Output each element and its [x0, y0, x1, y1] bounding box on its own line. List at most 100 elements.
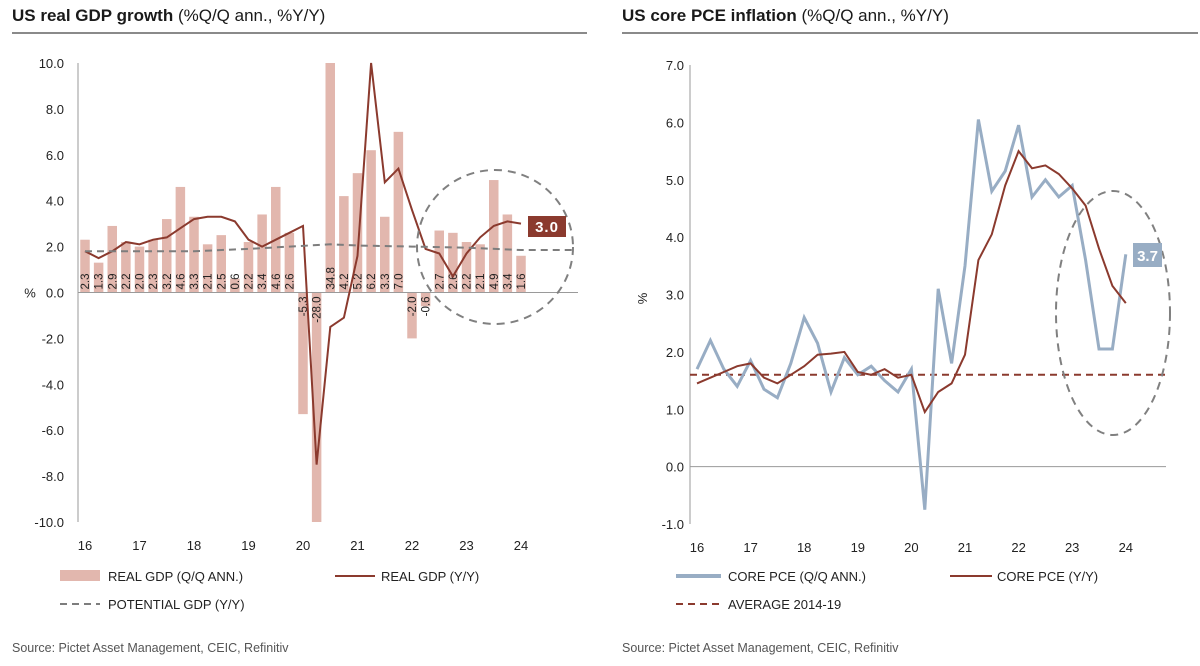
- gdp-qq-bar: [434, 230, 444, 293]
- gdp-qq-bar: [284, 232, 295, 293]
- left-y-tick-label: 0.0: [46, 286, 64, 301]
- gdp-qq-bar: [80, 239, 90, 293]
- gdp-qq-bar: [325, 63, 335, 293]
- gdp-bar-data-label: 4.9: [489, 274, 501, 290]
- gdp-qq-bar: [175, 186, 186, 293]
- left-x-tick-label: 23: [459, 538, 473, 553]
- right-y-tick-label: 2.0: [666, 345, 684, 360]
- left-title-units: (%Q/Q ann., %Y/Y): [173, 6, 326, 25]
- gdp-bar-data-label: 2.9: [107, 274, 119, 290]
- gdp-bar-data-label: 2.3: [148, 274, 160, 290]
- gdp-yy-line: [84, 62, 522, 465]
- left-y-tick-label: 6.0: [46, 148, 64, 163]
- left-x-tick-label: 17: [132, 538, 146, 553]
- gdp-bar-data-label: 2.0: [135, 274, 147, 290]
- left-x-tick-label: 19: [241, 538, 255, 553]
- right-y-tick-label: 5.0: [666, 173, 684, 188]
- gdp-qq-bar: [216, 235, 226, 293]
- gdp-bar-data-label: 3.4: [502, 273, 514, 290]
- right-y-axis-label: %: [635, 292, 650, 304]
- gdp-qq-bar: [366, 150, 376, 293]
- right-x-tick-label: 24: [1119, 540, 1133, 555]
- gdp-bar-data-label: 1.6: [516, 274, 528, 290]
- gdp-bar-data-label: 2.5: [216, 274, 228, 290]
- gdp-qq-bar: [162, 219, 172, 293]
- right-title-main: US core PCE inflation: [622, 6, 797, 25]
- right-title-rule: [622, 32, 1198, 34]
- gdp-qq-bar: [461, 242, 472, 293]
- right-chart-title: US core PCE inflation (%Q/Q ann., %Y/Y): [622, 6, 949, 26]
- core-pce-chart: 7.0 6.0 5.0 4.0 3.0 2.0 1.0 0.0 -1.0% 16 17 18 19 20 2…: [635, 58, 1171, 612]
- gdp-qq-bar: [243, 242, 254, 293]
- legend-swatch-gdp-qq: [60, 570, 100, 581]
- gdp-qq-bar: [420, 292, 431, 307]
- gdp-qq-bar: [202, 244, 213, 293]
- gdp-callout-box: [528, 216, 566, 237]
- right-source-note: Source: Pictet Asset Management, CEIC, R…: [622, 641, 899, 655]
- gdp-qq-bar: [257, 214, 267, 293]
- left-y-tick-label: -10.0: [34, 515, 64, 530]
- legend-label-potential-gdp: POTENTIAL GDP (Y/Y): [108, 597, 245, 612]
- gdp-bar-data-label: 34.8: [325, 267, 337, 289]
- core-pce-yy-line: [696, 149, 1127, 415]
- gdp-bar-data-label: 0.6: [230, 274, 242, 290]
- right-x-tick-label: 22: [1011, 540, 1025, 555]
- right-title-units: (%Q/Q ann., %Y/Y): [796, 6, 949, 25]
- right-x-tick-label: 16: [690, 540, 704, 555]
- left-x-tick-label: 18: [187, 538, 201, 553]
- gdp-qq-bar: [230, 278, 240, 293]
- left-y-axis-label: %: [24, 286, 36, 301]
- legend-label-gdp-yy: REAL GDP (Y/Y): [381, 569, 479, 584]
- gdp-qq-bar: [448, 232, 458, 293]
- gdp-bar-data-label: 2.1: [475, 274, 487, 290]
- left-y-tick-label: -8.0: [42, 469, 64, 484]
- right-x-tick-label: 19: [851, 540, 865, 555]
- gdp-qq-bar: [352, 173, 363, 293]
- gdp-bar-data-label: 3.4: [257, 273, 269, 290]
- right-x-tick-label: 23: [1065, 540, 1079, 555]
- left-x-tick-label: 24: [514, 538, 528, 553]
- pce-callout-value: 3.7: [1137, 248, 1158, 265]
- gdp-qq-bar: [516, 255, 526, 293]
- right-y-tick-label: 3.0: [666, 288, 684, 303]
- right-x-tick-label: 18: [797, 540, 811, 555]
- gdp-bar-data-label: 4.6: [271, 274, 283, 290]
- left-y-tick-label: -2.0: [42, 331, 64, 346]
- left-y-tick-label: 10.0: [39, 56, 64, 71]
- left-y-tick-label: -6.0: [42, 423, 64, 438]
- gdp-bar-data-label: -28.0: [312, 297, 324, 323]
- gdp-bar-data-label: 6.2: [366, 274, 378, 290]
- left-y-tick-label: 8.0: [46, 102, 64, 117]
- right-y-tick-label: 0.0: [666, 460, 684, 475]
- pce-callout-box: [1133, 243, 1162, 267]
- gdp-qq-bar: [121, 242, 131, 293]
- right-y-tick-label: 4.0: [666, 230, 684, 245]
- core-pce-qq-line: [695, 119, 1128, 510]
- gdp-bar-data-label: 2.2: [244, 274, 256, 290]
- gdp-qq-bar: [311, 292, 322, 522]
- gdp-bar-data-label: 2.2: [121, 274, 133, 290]
- gdp-bar-data-label: 1.3: [94, 274, 106, 290]
- left-y-tick-label: 2.0: [46, 240, 64, 255]
- left-source-note: Source: Pictet Asset Management, CEIC, R…: [12, 641, 289, 655]
- left-chart-title: US real GDP growth (%Q/Q ann., %Y/Y): [12, 6, 325, 26]
- gdp-qq-bar: [107, 225, 117, 293]
- gdp-bar-data-label: 2.1: [203, 274, 215, 290]
- gdp-growth-chart: 10.0 8.0 6.0 4.0 2.0 0.0 -2.0 -4.0 -6.0 -8.0 -10.0…: [24, 56, 578, 612]
- gdp-qq-bar: [489, 180, 499, 293]
- left-x-tick-label: 21: [350, 538, 364, 553]
- gdp-bar-data-label: 3.3: [380, 274, 392, 290]
- gdp-bar-data-label: 7.0: [393, 274, 405, 290]
- left-y-tick-label: 4.0: [46, 194, 64, 209]
- gdp-qq-bar: [380, 216, 390, 293]
- gdp-qq-bar: [148, 239, 158, 293]
- gdp-bar-data-label: 2.6: [284, 274, 296, 290]
- legend-label-pce-yy: CORE PCE (Y/Y): [997, 569, 1098, 584]
- left-title-main: US real GDP growth: [12, 6, 174, 25]
- legend-label-pce-qq: CORE PCE (Q/Q ANN.): [728, 569, 866, 584]
- legend-label-average: AVERAGE 2014-19: [728, 597, 841, 612]
- right-x-tick-label: 17: [743, 540, 757, 555]
- gdp-qq-bar: [339, 196, 349, 293]
- gdp-bar-data-label: -2.0: [407, 297, 419, 317]
- gdp-bar-data-label: 3.2: [162, 274, 174, 290]
